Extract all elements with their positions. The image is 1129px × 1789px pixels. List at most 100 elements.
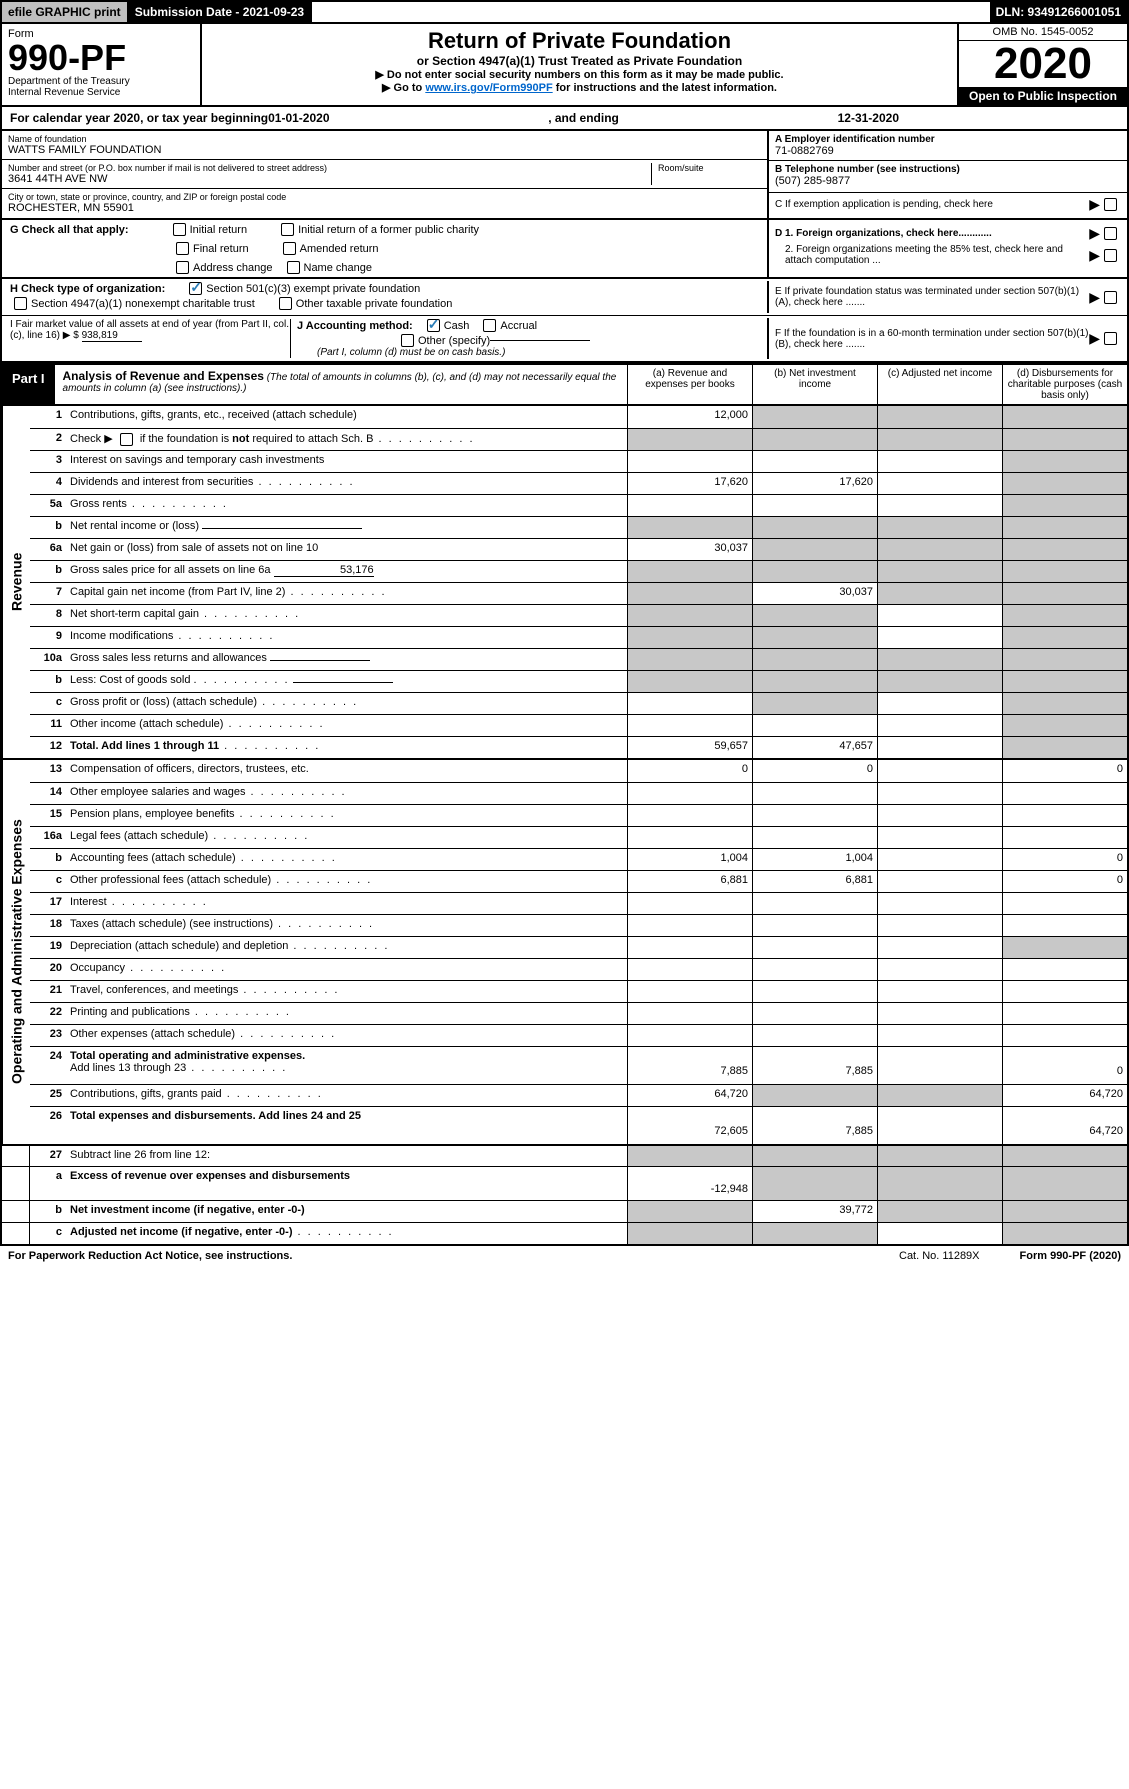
r27c-desc: Adjusted net income (if negative, enter … bbox=[68, 1223, 627, 1244]
r27a-b bbox=[752, 1167, 877, 1200]
r10b-c bbox=[877, 671, 1002, 692]
r20-d2 bbox=[1002, 959, 1127, 980]
r17-d: Interest bbox=[70, 896, 107, 908]
r27a-d2 bbox=[1002, 1167, 1127, 1200]
lbl-addr-change: Address change bbox=[193, 262, 273, 274]
r12-b: 47,657 bbox=[752, 737, 877, 758]
room-label: Room/suite bbox=[658, 163, 761, 173]
r25-a: 64,720 bbox=[627, 1085, 752, 1106]
cb-other-method[interactable] bbox=[401, 334, 414, 347]
part1-title: Analysis of Revenue and Expenses bbox=[63, 369, 264, 383]
r6b-c bbox=[877, 561, 1002, 582]
r15-c bbox=[877, 805, 1002, 826]
r21-c bbox=[877, 981, 1002, 1002]
r4-d bbox=[1002, 473, 1127, 494]
dept-label: Department of the Treasury bbox=[8, 76, 194, 87]
r2-desc: Check ▶ if the foundation is not require… bbox=[68, 429, 627, 450]
j-note: (Part I, column (d) must be on cash basi… bbox=[297, 347, 759, 358]
r27c-c bbox=[877, 1223, 1002, 1244]
r9-a bbox=[627, 627, 752, 648]
r16a-d: Legal fees (attach schedule) bbox=[70, 830, 208, 842]
r9-num: 9 bbox=[30, 627, 68, 648]
lbl-other-method: Other (specify) bbox=[418, 335, 490, 347]
r4-desc: Dividends and interest from securities bbox=[68, 473, 627, 494]
warning-link-row: ▶ Go to www.irs.gov/Form990PF for instru… bbox=[206, 81, 953, 94]
arrow-icon: ▶ bbox=[1089, 247, 1100, 264]
r10a-d: Gross sales less returns and allowances bbox=[70, 652, 267, 664]
r7-a bbox=[627, 583, 752, 604]
r12-d: Total. Add lines 1 through 11 bbox=[70, 740, 219, 752]
cb-schB[interactable] bbox=[120, 433, 133, 446]
r10c-d2 bbox=[1002, 693, 1127, 714]
r5b-d: Net rental income or (loss) bbox=[70, 520, 199, 532]
row-14: 14Other employee salaries and wages bbox=[30, 782, 1127, 804]
r10a-b bbox=[752, 649, 877, 670]
r19-desc: Depreciation (attach schedule) and deple… bbox=[68, 937, 627, 958]
row-9: 9Income modifications bbox=[30, 626, 1127, 648]
r10b-num: b bbox=[30, 671, 68, 692]
r20-b bbox=[752, 959, 877, 980]
r27b-c bbox=[877, 1201, 1002, 1222]
r27c-a bbox=[627, 1223, 752, 1244]
irs-label: Internal Revenue Service bbox=[8, 87, 194, 98]
cb-addr-change[interactable] bbox=[176, 261, 189, 274]
row-10b: bLess: Cost of goods sold bbox=[30, 670, 1127, 692]
r5a-d2 bbox=[1002, 495, 1127, 516]
d2-label: 2. Foreign organizations meeting the 85%… bbox=[775, 244, 1089, 266]
r2-d bbox=[1002, 429, 1127, 450]
col-c-header: (c) Adjusted net income bbox=[877, 365, 1002, 404]
arrow-icon: ▶ bbox=[1089, 330, 1100, 347]
row-26: 26Total expenses and disbursements. Add … bbox=[30, 1106, 1127, 1144]
r8-desc: Net short-term capital gain bbox=[68, 605, 627, 626]
r3-b bbox=[752, 451, 877, 472]
row-23: 23Other expenses (attach schedule) bbox=[30, 1024, 1127, 1046]
cb-d2[interactable] bbox=[1104, 249, 1117, 262]
row-8: 8Net short-term capital gain bbox=[30, 604, 1127, 626]
r16a-num: 16a bbox=[30, 827, 68, 848]
r2-a bbox=[627, 429, 752, 450]
cb-initial[interactable] bbox=[173, 223, 186, 236]
cb-accrual[interactable] bbox=[483, 319, 496, 332]
c-checkbox[interactable] bbox=[1104, 198, 1117, 211]
r21-num: 21 bbox=[30, 981, 68, 1002]
form-number: 990-PF bbox=[8, 40, 194, 76]
cb-amended[interactable] bbox=[283, 242, 296, 255]
revenue-section: Revenue 1Contributions, gifts, grants, e… bbox=[2, 406, 1127, 758]
r27c-d2 bbox=[1002, 1223, 1127, 1244]
lbl-501c3: Section 501(c)(3) exempt private foundat… bbox=[206, 283, 420, 295]
row-5a: 5aGross rents bbox=[30, 494, 1127, 516]
r10b-d: Less: Cost of goods sold bbox=[70, 674, 190, 686]
header-right: OMB No. 1545-0052 2020 Open to Public In… bbox=[957, 24, 1127, 105]
cb-name-change[interactable] bbox=[287, 261, 300, 274]
r4-num: 4 bbox=[30, 473, 68, 494]
exemption-cell: C If exemption application is pending, c… bbox=[769, 192, 1127, 216]
col-a-header: (a) Revenue and expenses per books bbox=[627, 365, 752, 404]
r12-a: 59,657 bbox=[627, 737, 752, 758]
r23-d2 bbox=[1002, 1025, 1127, 1046]
cb-other-taxable[interactable] bbox=[279, 297, 292, 310]
cb-4947[interactable] bbox=[14, 297, 27, 310]
cb-501c3[interactable] bbox=[189, 282, 202, 295]
tax-year: 2020 bbox=[959, 41, 1127, 87]
r10b-b bbox=[752, 671, 877, 692]
row-19: 19Depreciation (attach schedule) and dep… bbox=[30, 936, 1127, 958]
cb-initial-former[interactable] bbox=[281, 223, 294, 236]
cb-final[interactable] bbox=[176, 242, 189, 255]
r13-desc: Compensation of officers, directors, tru… bbox=[68, 760, 627, 782]
r17-c bbox=[877, 893, 1002, 914]
r26-c bbox=[877, 1107, 1002, 1144]
r7-b: 30,037 bbox=[752, 583, 877, 604]
cb-d1[interactable] bbox=[1104, 227, 1117, 240]
lbl-cash: Cash bbox=[444, 320, 470, 332]
r15-b bbox=[752, 805, 877, 826]
cb-f[interactable] bbox=[1104, 332, 1117, 345]
efile-print-label[interactable]: efile GRAPHIC print bbox=[2, 2, 129, 22]
cb-e[interactable] bbox=[1104, 291, 1117, 304]
r17-desc: Interest bbox=[68, 893, 627, 914]
cb-cash[interactable] bbox=[427, 319, 440, 332]
r23-d: Other expenses (attach schedule) bbox=[70, 1028, 235, 1040]
section-g-d: G Check all that apply: Initial return I… bbox=[0, 220, 1129, 279]
r1-d bbox=[1002, 406, 1127, 428]
r1-num: 1 bbox=[30, 406, 68, 428]
irs-link[interactable]: www.irs.gov/Form990PF bbox=[425, 82, 552, 94]
